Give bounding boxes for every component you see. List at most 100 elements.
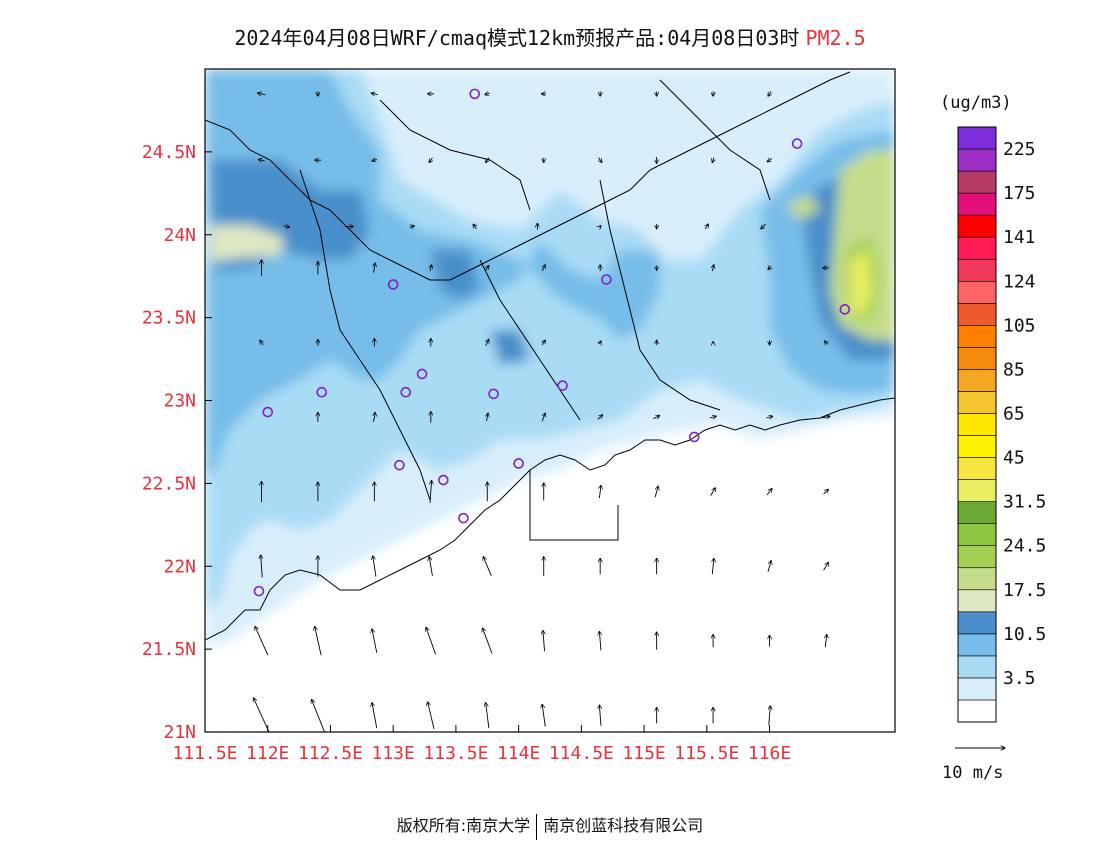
station-marker: [488, 388, 499, 400]
wind-arrow: [768, 266, 771, 269]
colorbar-label: 175: [1003, 183, 1036, 204]
colorbar-bin: [957, 699, 997, 723]
colorbar-bin: [957, 435, 997, 458]
station-marker: [416, 368, 428, 380]
boundary-line: [529, 470, 619, 541]
field-layer-17-5: [210, 225, 285, 262]
province-boundary: [205, 71, 851, 281]
wind-arrow: [372, 629, 378, 653]
wind-reference-label: 10 m/s: [942, 763, 1003, 783]
colorbar-bin: [957, 214, 997, 238]
map-title: 2024年04月08日WRF/cmaq模式12km预报产品:04月08日03时 P…: [0, 22, 1100, 51]
wind-arrow: [597, 415, 603, 420]
colorbar-bin: [957, 325, 997, 348]
wind-arrow: [653, 415, 659, 418]
colorbar-bin: [957, 126, 997, 150]
wind-arrow: [430, 480, 432, 503]
wind-arrow: [409, 226, 415, 228]
station-marker: [262, 406, 274, 418]
colorbar-bin: [957, 236, 997, 260]
wind-arrow: [599, 157, 602, 163]
wind-arrow: [312, 699, 325, 732]
wind-reference: 10 m/s: [942, 748, 1005, 783]
y-tick-label: 23.5N: [142, 308, 196, 329]
wind-arrow: [283, 226, 289, 228]
colorbar-frame: [957, 126, 997, 723]
wind-arrow: [761, 223, 766, 229]
colorbar-bin: [957, 347, 997, 370]
x-tick-label: 112E: [246, 743, 289, 764]
coastline: [205, 397, 895, 641]
axes: 111.5E 112E 112.5E 113E 113.5E 114E 114.5E 115E…: [142, 142, 791, 764]
colorbar-bin: [957, 655, 997, 679]
wind-arrow: [542, 265, 545, 272]
colorbar-bin: [957, 280, 997, 304]
wind-arrow: [599, 226, 601, 228]
wind-arrow: [482, 628, 493, 654]
wind-arrow: [372, 703, 378, 729]
field-layer-10-5: [205, 69, 660, 480]
colorbar-bin: [957, 369, 997, 392]
colorbar-bin: [957, 192, 997, 216]
wind-arrow: [823, 562, 829, 571]
wind-arrow: [710, 488, 716, 496]
colorbar-label: 17.5: [1003, 580, 1046, 601]
colorbar-bin: [957, 479, 997, 502]
station-marker: [458, 512, 469, 524]
colorbar-label: 65: [1003, 403, 1025, 424]
y-tick-label: 22N: [163, 556, 196, 577]
x-tick-label: 115.5E: [674, 743, 739, 764]
x-tick-label: 114E: [497, 743, 540, 764]
wind-arrow: [486, 413, 488, 422]
field-layer-14-b: [430, 250, 480, 300]
wind-arrow: [768, 91, 771, 96]
wind-arrow: [821, 416, 830, 418]
wind-arrow: [486, 703, 490, 729]
y-tick-label: 23N: [163, 391, 196, 412]
wind-arrow: [823, 489, 829, 495]
colorbar-label: 24.5: [1003, 536, 1046, 557]
species-label: PM2.5: [805, 26, 866, 50]
colorbar-bin: [957, 633, 997, 657]
wind-arrow: [542, 704, 546, 727]
colorbar-label: 225: [1003, 139, 1036, 160]
colorbar-bin: [957, 589, 997, 613]
station-marker: [387, 279, 399, 290]
colorbar-bin: [957, 413, 997, 436]
colorbar-label: 31.5: [1003, 492, 1046, 513]
colorbar-bin: [957, 258, 997, 282]
wind-arrow: [260, 340, 263, 346]
colorbar-bin: [957, 302, 997, 326]
copyright-footer: 版权所有:南京大学 南京创蓝科技有限公司: [0, 812, 1100, 840]
colorbar-label: 105: [1003, 315, 1036, 336]
wind-arrow: [766, 416, 772, 418]
x-tick-label: 111.5E: [172, 743, 237, 764]
wind-arrow: [486, 266, 489, 271]
wind-arrow: [429, 157, 432, 163]
wind-arrow: [712, 157, 714, 163]
station-marker: [316, 386, 327, 398]
wind-arrow: [257, 93, 266, 95]
colorbar-bin: [957, 611, 997, 635]
wind-arrow: [372, 159, 377, 161]
title-text: 2024年04月08日WRF/cmaq模式12km预报产品:04月08日03时: [234, 26, 800, 50]
station-marker: [253, 585, 265, 597]
wind-arrow: [374, 412, 376, 422]
colorbar-label: 10.5: [1003, 624, 1046, 645]
wind-arrow: [428, 702, 435, 730]
wind-arrow: [599, 705, 601, 726]
wind-arrow: [542, 340, 545, 346]
colorbar-unit: (ug/m3): [940, 93, 1012, 113]
x-tick-label: 116E: [748, 743, 791, 764]
y-tick-label: 24.5N: [142, 142, 196, 163]
colorbar-bin: [957, 457, 997, 480]
station-marker: [601, 274, 612, 285]
wind-arrow: [824, 341, 827, 344]
station-marker: [791, 138, 803, 149]
wind-arrow: [485, 93, 490, 95]
wind-vectors: [253, 91, 830, 732]
colorbar-bin: [957, 567, 997, 591]
station-marker: [839, 304, 851, 315]
wind-arrow: [486, 157, 489, 163]
footer-separator: [536, 813, 538, 840]
